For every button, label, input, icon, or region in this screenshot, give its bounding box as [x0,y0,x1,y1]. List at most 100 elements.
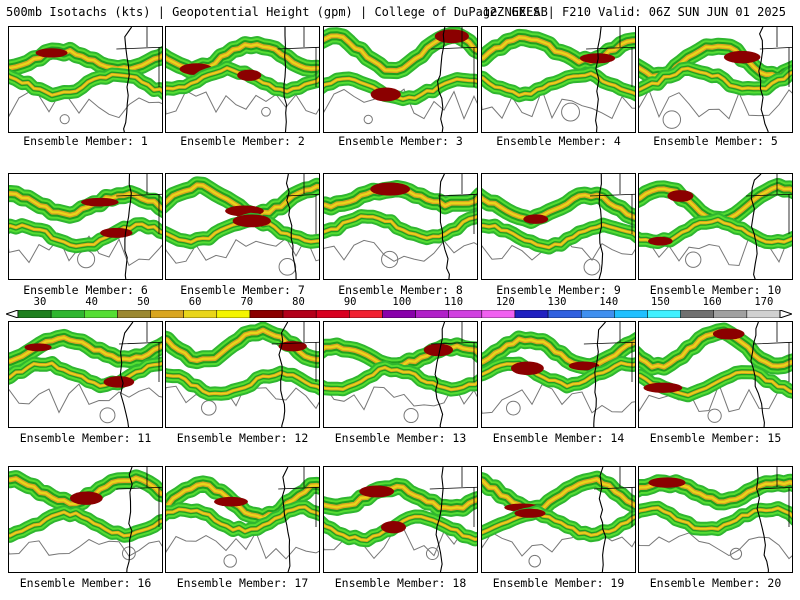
isotach-band [166,371,319,395]
ensemble-member-panel [638,321,793,428]
colorbar-swatch [448,310,483,318]
coastline [439,174,450,279]
colorbar-label: 120 [495,296,515,308]
colorbar-swatch [481,310,516,318]
political-borders [746,174,792,234]
political-borders [594,467,635,527]
isotach-band [9,223,162,247]
coastline [435,467,444,572]
height-contour [166,90,319,115]
member-caption: Ensemble Member: 7 [180,283,305,297]
member-caption: Ensemble Member: 14 [492,431,625,445]
ensemble-member-panel [323,26,478,133]
coastline [119,322,134,427]
colorbar-swatch [249,310,284,318]
map-title: 500mb Isotachs (kts) | Geopotential Heig… [6,5,548,19]
colorbar-swatch [614,310,648,318]
member-map [482,27,635,132]
coastline [756,467,769,572]
member-map [482,174,635,279]
jet-core [69,491,103,505]
height-contour-closed [729,547,743,560]
political-borders [438,174,477,234]
ensemble-member-panel [8,321,163,428]
colorbar-label: 110 [444,296,464,308]
isotach-band [324,485,477,510]
political-borders [583,322,635,382]
colorbar-min-arrow [6,310,19,318]
height-contour [324,239,477,262]
member-map [9,467,162,572]
ensemble-member-panel [638,173,793,280]
height-contour-closed [561,102,580,122]
height-contour-closed [201,400,217,416]
colorbar-swatch [349,310,383,318]
isotach-band [9,336,162,363]
coastline [124,174,132,279]
ensemble-member-panel [323,173,478,280]
colorbar-swatch [315,310,350,318]
colorbar-swatch [84,310,118,318]
colorbar-label: 30 [33,296,47,308]
jet-core [237,69,262,81]
member-map [324,467,477,572]
height-contour-closed [425,547,439,561]
member-map [639,174,792,279]
coastline [750,174,762,279]
isotach-band [9,192,162,217]
jet-core [214,496,248,507]
colorbar-swatch [117,310,151,318]
member-caption: Ensemble Member: 8 [338,283,463,297]
isotach-band [482,193,635,222]
jet-core [514,508,546,518]
member-caption: Ensemble Member: 5 [653,134,778,148]
member-map [166,467,319,572]
ensemble-member-panel [165,466,320,573]
ensemble-member-panel [165,173,320,280]
jet-core [579,53,616,64]
colorbar-swatch [746,310,781,318]
run-valid-time: 12Z GEFS | F210 Valid: 06Z SUN JUN 01 20… [482,5,786,19]
height-contour-closed [685,251,702,268]
political-borders [429,467,477,527]
jet-core [24,343,52,352]
height-contour-closed [528,554,542,568]
member-caption: Ensemble Member: 6 [23,283,148,297]
political-borders [116,467,162,527]
political-borders [586,27,635,87]
member-caption: Ensemble Member: 15 [649,431,782,445]
height-contour [482,383,635,414]
jet-core [423,343,454,357]
height-contour-closed [223,554,237,568]
jet-core [380,521,407,534]
jet-core [100,227,133,238]
member-caption: Ensemble Member: 19 [492,576,625,590]
height-contour [166,531,319,560]
colorbar-label: 40 [85,296,99,308]
colorbar-swatch [514,310,549,318]
jet-core [103,376,135,388]
isotach-band [482,362,635,388]
member-map [9,322,162,427]
height-contour [639,88,792,120]
jet-core [510,361,544,376]
member-caption: Ensemble Member: 10 [649,283,782,297]
isotach-band [482,337,635,368]
member-map [639,27,792,132]
ensemble-member-panel [8,173,163,280]
member-caption: Ensemble Member: 1 [23,134,148,148]
political-borders [757,467,792,527]
political-borders [753,322,792,382]
member-caption: Ensemble Member: 13 [334,431,467,445]
ensemble-member-panel [8,466,163,573]
height-contour [482,88,635,120]
member-caption: Ensemble Member: 4 [496,134,621,148]
ensemble-member-panel [481,466,636,573]
colorbar-label: 50 [137,296,150,308]
isotach-band [324,75,477,103]
height-contour-closed [99,407,116,424]
member-map [639,467,792,572]
height-contour [482,531,635,557]
jet-core [723,50,761,64]
isotach-band [324,215,477,239]
